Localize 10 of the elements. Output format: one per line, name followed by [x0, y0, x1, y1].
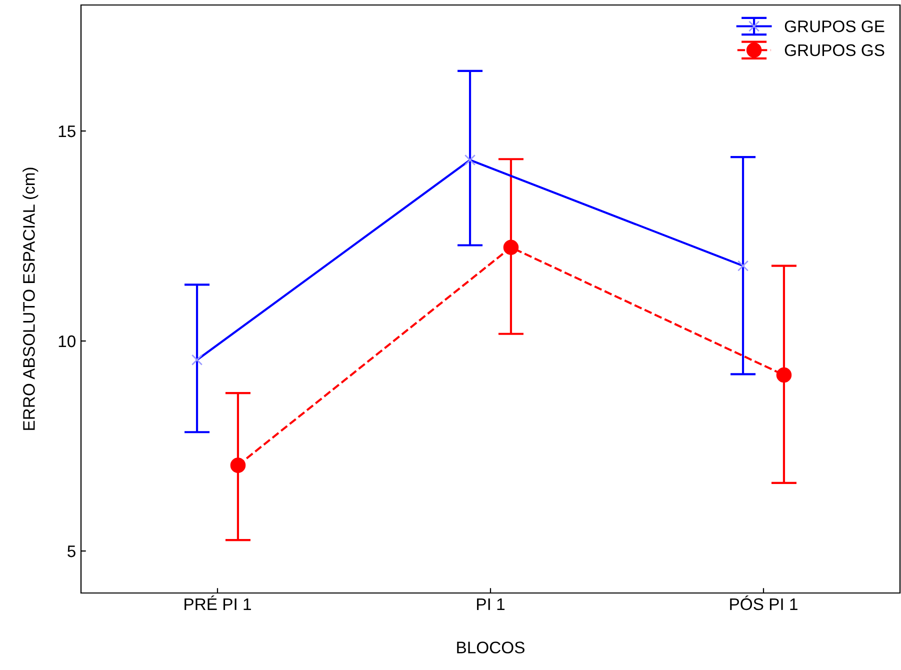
- x-tick-label: PÓS PI 1: [730, 595, 798, 610]
- legend-label: GRUPOS GE: [784, 20, 884, 32]
- y-tick-label: 15: [58, 126, 76, 138]
- y-axis-title: ERRO ABSOLUTO ESPACIAL (cm): [22, 168, 38, 430]
- legend-label: GRUPOS GS: [784, 44, 884, 56]
- y-tick-label: 5: [68, 546, 76, 558]
- x-tick-label: PRÉ PI 1: [184, 595, 251, 610]
- x-axis-title: BLOCOS: [457, 642, 524, 654]
- x-tick-label: PI 1: [477, 598, 505, 610]
- y-tick-label: 10: [58, 335, 76, 348]
